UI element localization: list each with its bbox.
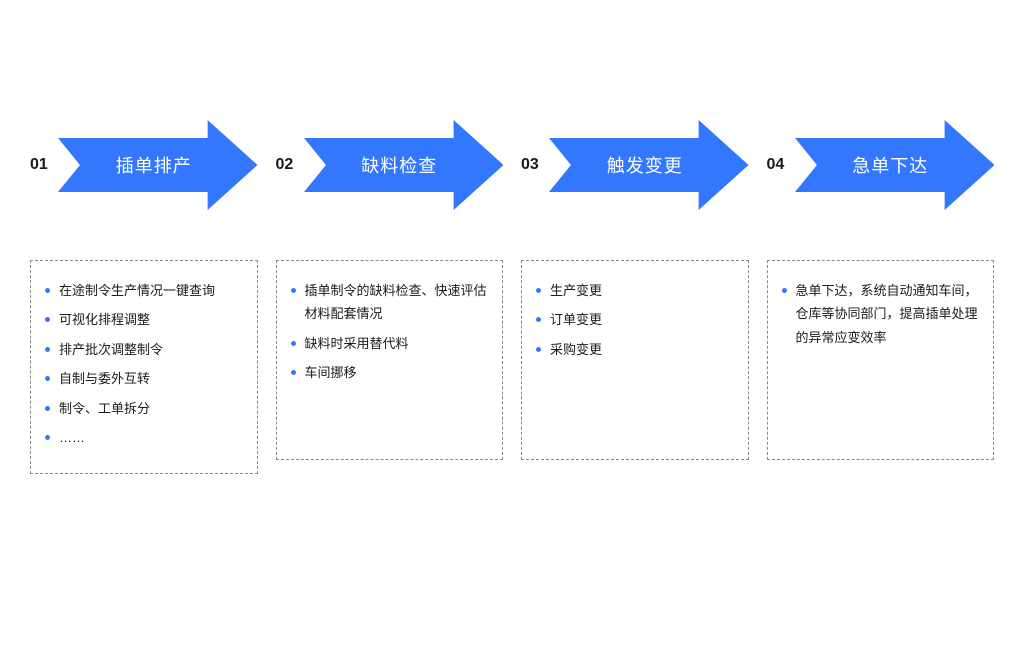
step-4: 04 急单下达 急单下达，系统自动通知车间，仓库等协同部门，提高插单处理的异常应…	[767, 120, 995, 474]
step-2: 02 缺料检查 插单制令的缺料检查、快速评估材料配套情况 缺料时采用替代料 车间…	[276, 120, 504, 474]
arrow-row-2: 02 缺料检查	[276, 120, 504, 210]
step-title-4: 急单下达	[852, 152, 928, 178]
step-title-2: 缺料检查	[361, 152, 437, 178]
list-item: 自制与委外互转	[45, 367, 243, 390]
list-item: 生产变更	[536, 279, 734, 302]
step-number-4: 04	[767, 156, 795, 174]
bullet-list-2: 插单制令的缺料检查、快速评估材料配套情况 缺料时采用替代料 车间挪移	[291, 279, 489, 385]
step-3: 03 触发变更 生产变更 订单变更 采购变更	[521, 120, 749, 474]
list-item: 可视化排程调整	[45, 308, 243, 331]
step-title-1: 插单排产	[116, 152, 192, 178]
step-title-3: 触发变更	[607, 152, 683, 178]
list-item: 在途制令生产情况一键查询	[45, 279, 243, 302]
bullet-list-1: 在途制令生产情况一键查询 可视化排程调整 排产批次调整制令 自制与委外互转 制令…	[45, 279, 243, 449]
arrow-shape-2: 缺料检查	[304, 120, 504, 210]
bullet-list-4: 急单下达，系统自动通知车间，仓库等协同部门，提高插单处理的异常应变效率	[782, 279, 980, 349]
bullet-list-3: 生产变更 订单变更 采购变更	[536, 279, 734, 361]
detail-box-1: 在途制令生产情况一键查询 可视化排程调整 排产批次调整制令 自制与委外互转 制令…	[30, 260, 258, 474]
list-item: 采购变更	[536, 338, 734, 361]
list-item: 排产批次调整制令	[45, 338, 243, 361]
detail-box-3: 生产变更 订单变更 采购变更	[521, 260, 749, 460]
list-item: ……	[45, 426, 243, 449]
flowchart-container: 01 插单排产 在途制令生产情况一键查询 可视化排程调整 排产批次调整制令 自制…	[0, 0, 1024, 474]
list-item: 急单下达，系统自动通知车间，仓库等协同部门，提高插单处理的异常应变效率	[782, 279, 980, 349]
list-item: 缺料时采用替代料	[291, 332, 489, 355]
step-1: 01 插单排产 在途制令生产情况一键查询 可视化排程调整 排产批次调整制令 自制…	[30, 120, 258, 474]
arrow-shape-4: 急单下达	[795, 120, 995, 210]
arrow-row-3: 03 触发变更	[521, 120, 749, 210]
list-item: 订单变更	[536, 308, 734, 331]
step-number-2: 02	[276, 156, 304, 174]
detail-box-2: 插单制令的缺料检查、快速评估材料配套情况 缺料时采用替代料 车间挪移	[276, 260, 504, 460]
detail-box-4: 急单下达，系统自动通知车间，仓库等协同部门，提高插单处理的异常应变效率	[767, 260, 995, 460]
step-number-1: 01	[30, 156, 58, 174]
list-item: 车间挪移	[291, 361, 489, 384]
step-number-3: 03	[521, 156, 549, 174]
arrow-shape-3: 触发变更	[549, 120, 749, 210]
arrow-shape-1: 插单排产	[58, 120, 258, 210]
arrow-row-1: 01 插单排产	[30, 120, 258, 210]
arrow-row-4: 04 急单下达	[767, 120, 995, 210]
list-item: 插单制令的缺料检查、快速评估材料配套情况	[291, 279, 489, 326]
list-item: 制令、工单拆分	[45, 397, 243, 420]
